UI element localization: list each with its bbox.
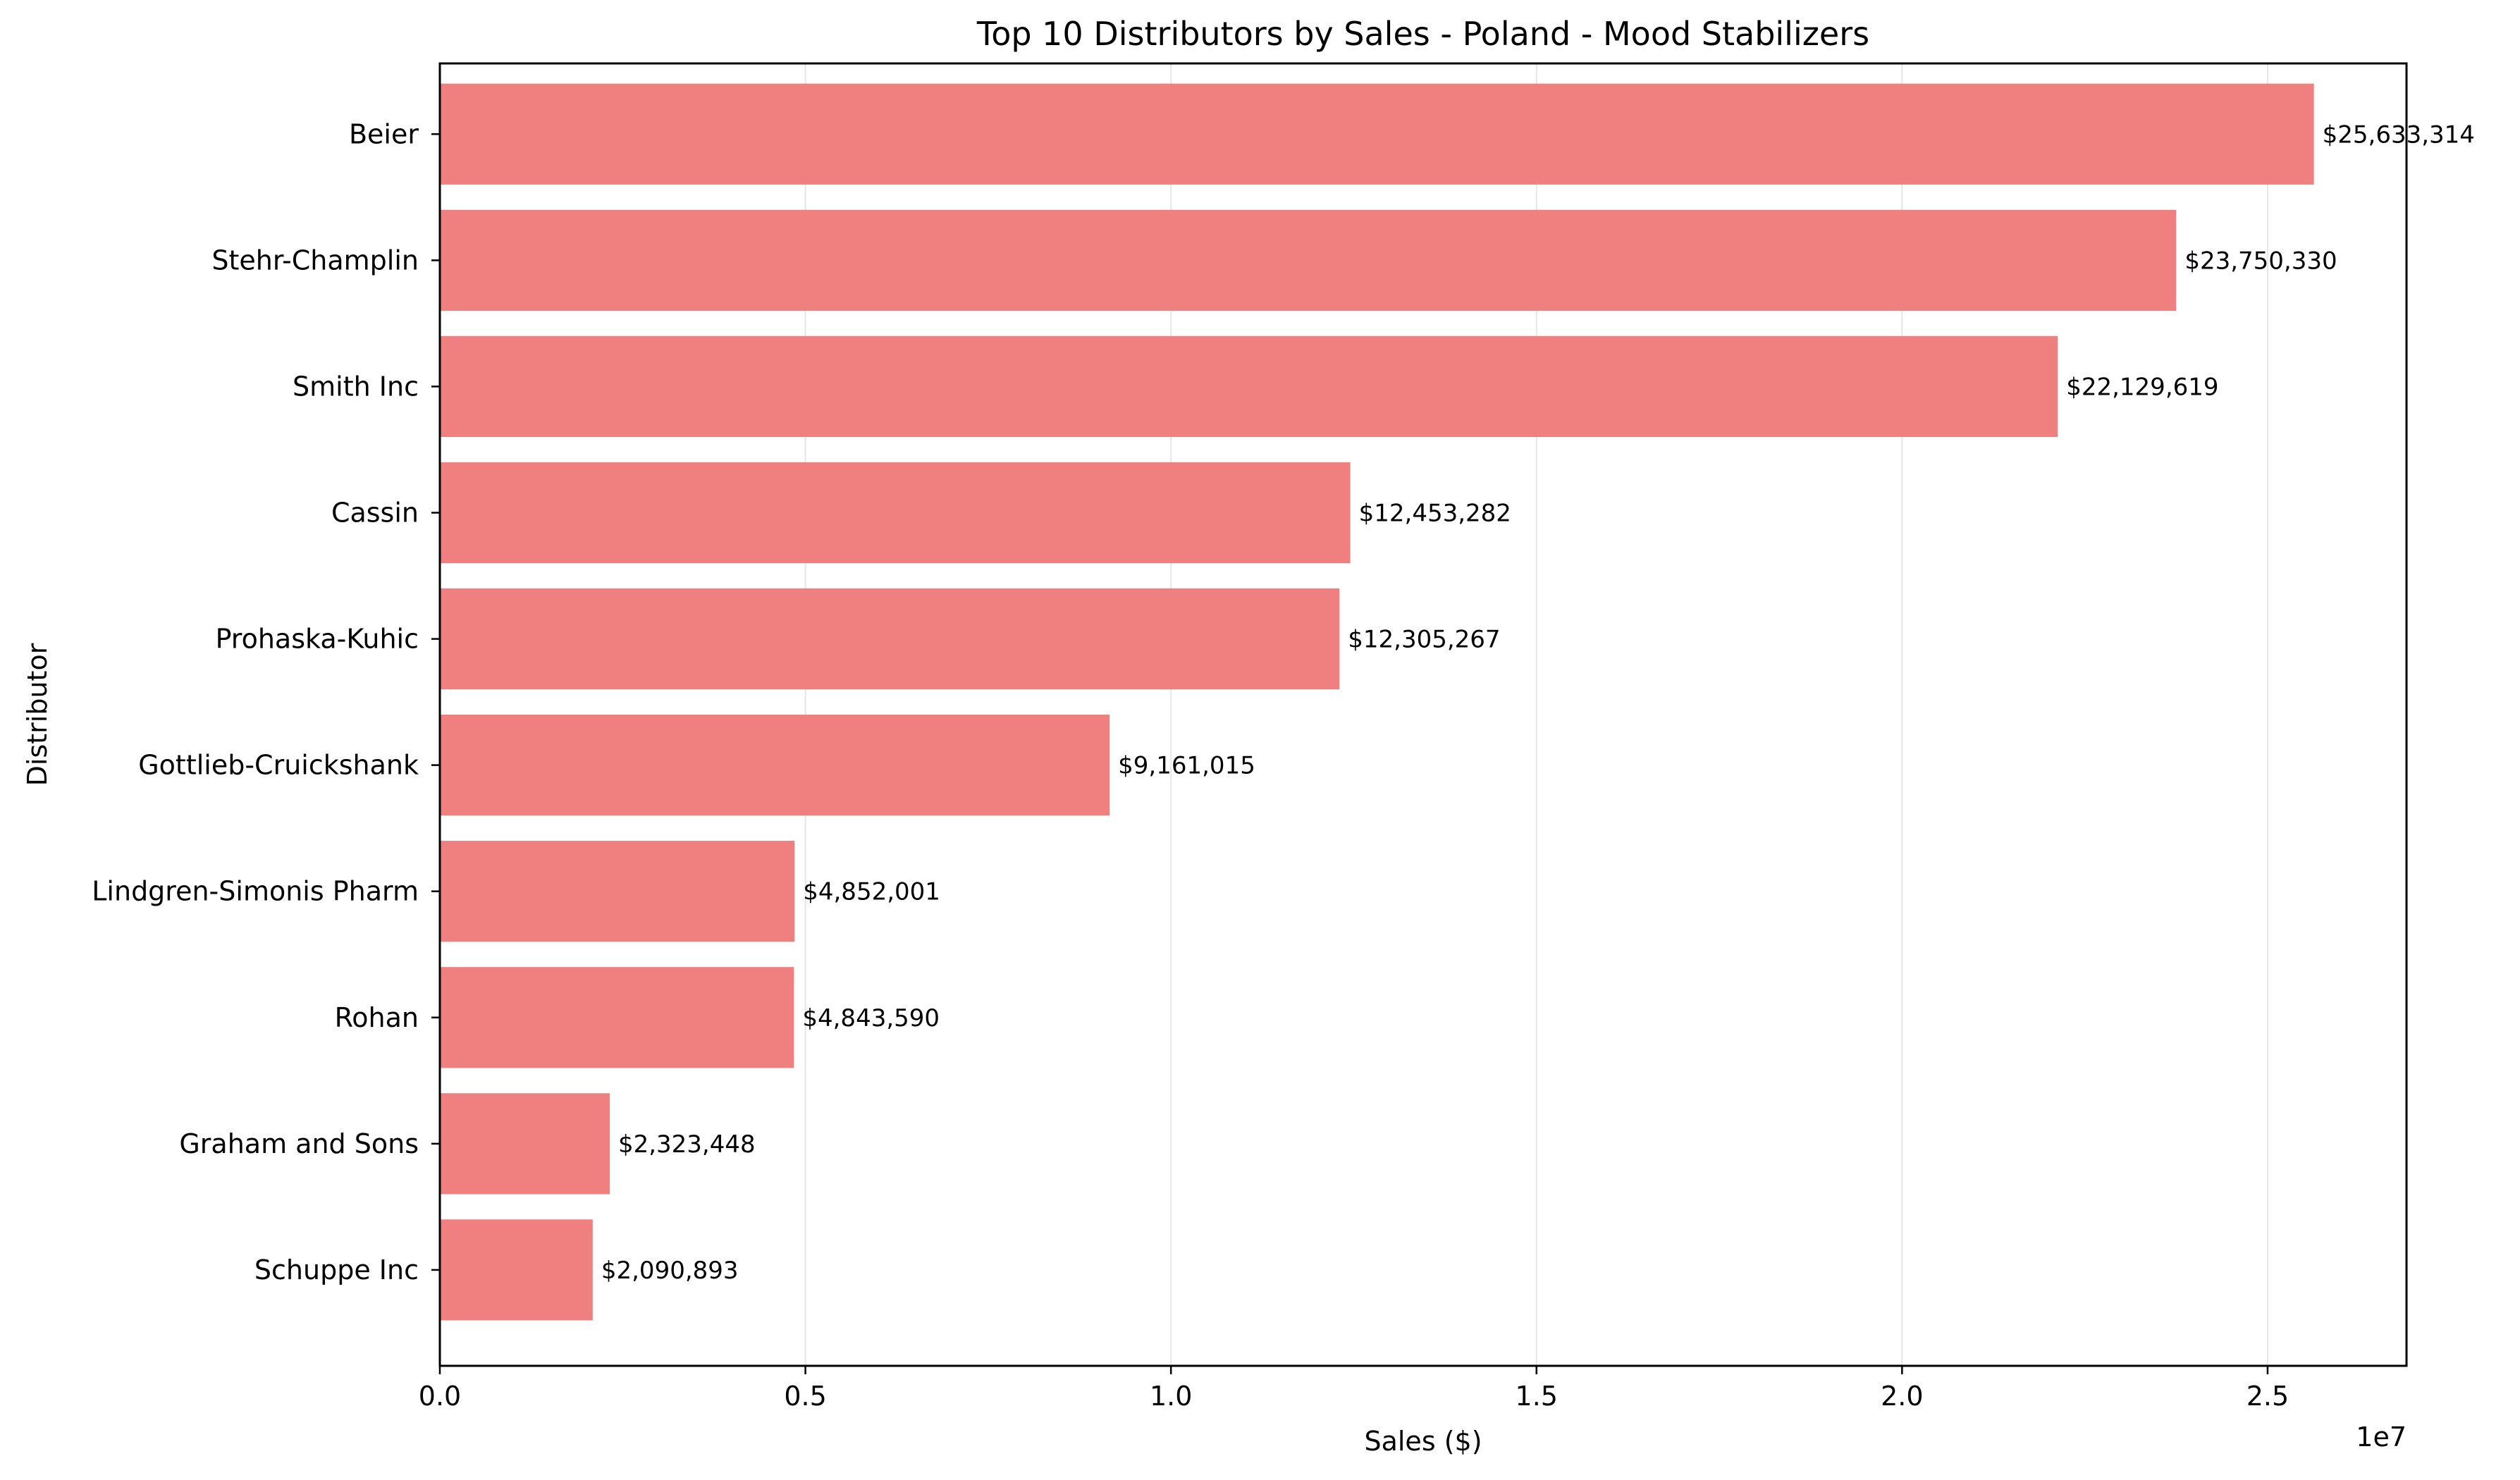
x-axis-ticks: 0.0 0.5 1.0 1.5 2.0 2.5 xyxy=(419,1366,2289,1412)
y-tick-label: Gottlieb-Cruickshank xyxy=(138,750,419,781)
bar-value-label: $22,129,619 xyxy=(2066,373,2218,401)
x-axis-label: Sales ($) xyxy=(1364,1426,1482,1457)
y-tick-label: Prohaska-Kuhic xyxy=(216,624,419,655)
y-tick-label: Schuppe Inc xyxy=(254,1254,419,1285)
bar-value-label: $25,633,314 xyxy=(2323,121,2475,149)
y-tick-label: Rohan xyxy=(335,1002,419,1033)
y-axis-label: Distributor xyxy=(22,643,53,786)
y-axis-ticks: Beier Stehr-Champlin Smith Inc Cassin Prohas… xyxy=(92,118,440,1285)
bar xyxy=(440,462,1351,564)
bar-value-label: $9,161,015 xyxy=(1118,752,1255,780)
x-tick-label: 1.0 xyxy=(1150,1381,1192,1412)
y-tick-label: Stehr-Champlin xyxy=(211,245,419,276)
bar-value-label: $4,852,001 xyxy=(803,878,940,906)
bar xyxy=(440,83,2314,185)
x-tick-label: 2.0 xyxy=(1881,1381,1923,1412)
bar-value-label: $23,750,330 xyxy=(2184,247,2337,275)
bars xyxy=(440,83,2314,1321)
chart-title: Top 10 Distributors by Sales - Poland - … xyxy=(976,15,1869,53)
x-axis-offset-label: 1e7 xyxy=(2356,1422,2407,1453)
y-tick-label: Beier xyxy=(349,118,419,149)
bar xyxy=(440,715,1110,816)
bar xyxy=(440,1219,593,1321)
y-tick-label: Lindgren-Simonis Pharm xyxy=(92,876,419,907)
bar xyxy=(440,967,794,1068)
x-tick-label: 0.0 xyxy=(419,1381,461,1412)
y-tick-label: Smith Inc xyxy=(293,371,419,402)
y-tick-label: Cassin xyxy=(331,497,419,528)
bar xyxy=(440,335,2058,438)
bar xyxy=(440,841,795,942)
bar xyxy=(440,209,2177,311)
data-labels: $25,633,314 $23,750,330 $22,129,619 $12,453… xyxy=(601,121,2475,1285)
x-tick-label: 2.5 xyxy=(2247,1381,2289,1412)
bar xyxy=(440,1093,610,1195)
bar xyxy=(440,588,1340,690)
x-tick-label: 0.5 xyxy=(784,1381,826,1412)
bar-value-label: $12,305,267 xyxy=(1348,626,1500,654)
bar-value-label: $2,090,893 xyxy=(601,1257,739,1285)
bar-value-label: $12,453,282 xyxy=(1359,499,1511,527)
bar-value-label: $2,323,448 xyxy=(618,1130,756,1159)
x-tick-label: 1.5 xyxy=(1516,1381,1558,1412)
bar-value-label: $4,843,590 xyxy=(802,1004,940,1032)
plot-frame xyxy=(438,62,2408,1367)
y-tick-label: Graham and Sons xyxy=(179,1128,419,1159)
